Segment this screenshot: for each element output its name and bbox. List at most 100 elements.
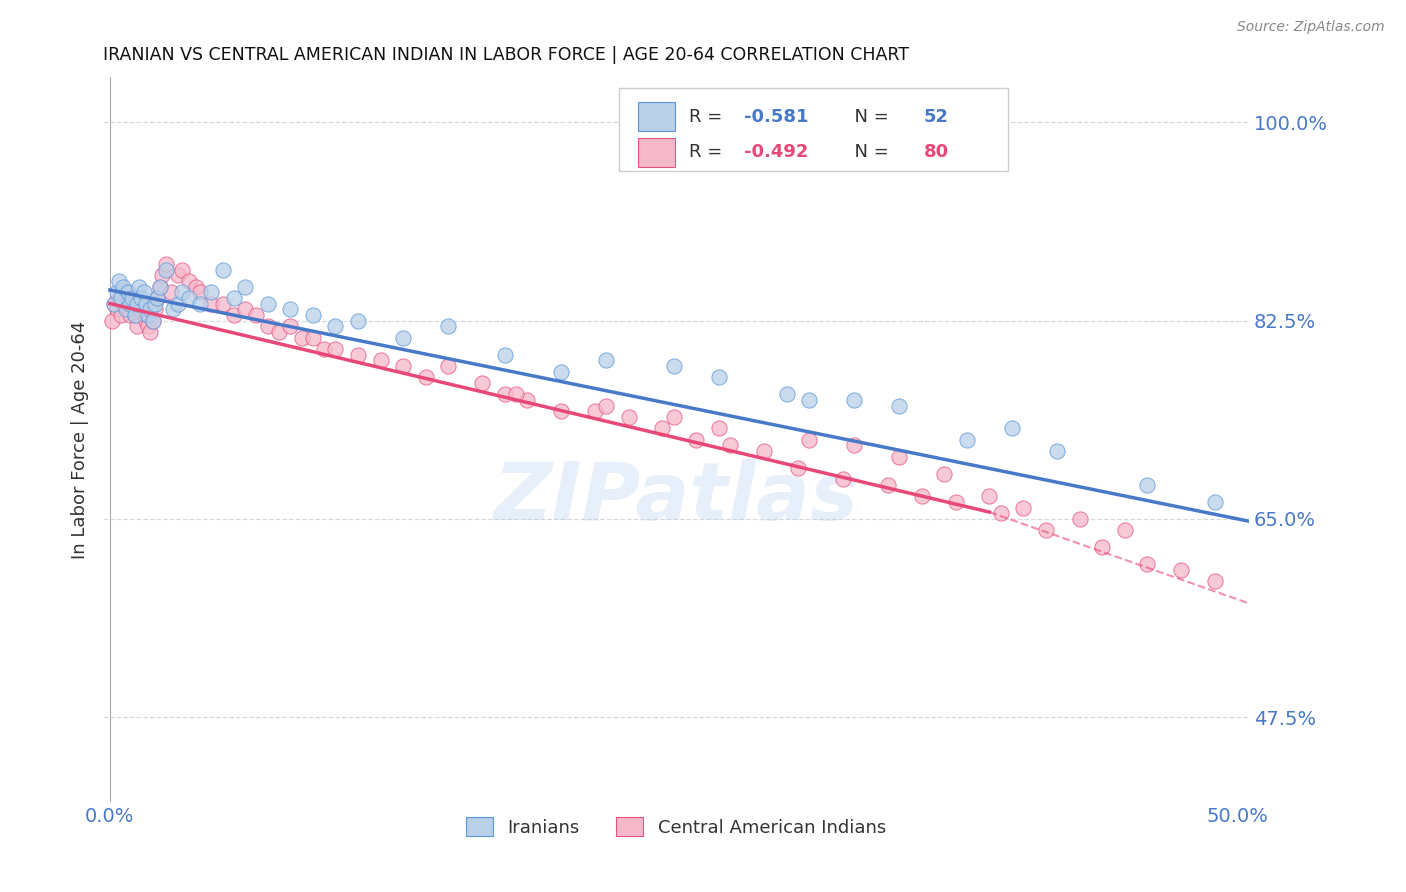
Point <box>200 296 222 310</box>
Point <box>108 274 131 288</box>
Point <box>595 399 617 413</box>
Point <box>150 268 173 283</box>
Point <box>1114 523 1136 537</box>
Bar <box>638 102 675 131</box>
Point <box>302 308 325 322</box>
Text: N =: N = <box>844 108 894 126</box>
Point <box>945 495 967 509</box>
Point <box>256 296 278 310</box>
Point <box>1204 574 1226 589</box>
Point <box>124 308 146 322</box>
Point <box>494 387 516 401</box>
Point <box>752 444 775 458</box>
Point <box>143 302 166 317</box>
Point <box>108 291 131 305</box>
Point <box>135 296 157 310</box>
Point <box>889 399 911 413</box>
Point <box>832 472 855 486</box>
Point <box>617 409 640 424</box>
Point <box>245 308 267 322</box>
Point <box>233 279 256 293</box>
Point <box>550 404 572 418</box>
Point <box>132 285 155 300</box>
Point <box>1136 478 1159 492</box>
Point <box>314 342 336 356</box>
Point <box>437 359 460 373</box>
Point <box>1136 558 1159 572</box>
Point <box>170 262 193 277</box>
Point <box>662 409 685 424</box>
Point <box>990 506 1012 520</box>
Point <box>146 291 169 305</box>
Text: R =: R = <box>689 108 727 126</box>
Text: IRANIAN VS CENTRAL AMERICAN INDIAN IN LABOR FORCE | AGE 20-64 CORRELATION CHART: IRANIAN VS CENTRAL AMERICAN INDIAN IN LA… <box>103 46 910 64</box>
Point <box>120 308 142 322</box>
Point <box>222 291 245 305</box>
Point <box>550 365 572 379</box>
Text: N =: N = <box>844 144 894 161</box>
Point <box>132 302 155 317</box>
Point <box>177 291 200 305</box>
Point <box>1046 444 1069 458</box>
Point <box>114 285 136 300</box>
Point <box>136 319 159 334</box>
Point <box>128 302 150 317</box>
Point <box>155 257 177 271</box>
Point <box>233 302 256 317</box>
Point <box>934 467 956 481</box>
Text: -0.492: -0.492 <box>744 144 808 161</box>
Point <box>131 296 153 310</box>
Point <box>1091 541 1114 555</box>
Point <box>131 291 153 305</box>
Point <box>392 359 415 373</box>
Point <box>142 313 165 327</box>
Point <box>278 319 301 334</box>
Point <box>889 450 911 464</box>
Legend: Iranians, Central American Indians: Iranians, Central American Indians <box>458 810 893 844</box>
Point <box>291 330 314 344</box>
Point <box>1204 495 1226 509</box>
Point <box>786 461 808 475</box>
Point <box>188 296 211 310</box>
Point <box>117 285 139 300</box>
Point <box>101 313 124 327</box>
Point <box>148 279 170 293</box>
Point <box>1170 563 1192 577</box>
Point <box>516 392 538 407</box>
Point <box>595 353 617 368</box>
Point <box>877 478 900 492</box>
Point <box>121 296 143 310</box>
Point <box>1035 523 1057 537</box>
Bar <box>638 138 675 167</box>
Point <box>415 370 437 384</box>
Point <box>471 376 494 390</box>
Point <box>112 279 135 293</box>
Point <box>155 262 177 277</box>
Point <box>184 279 207 293</box>
Point <box>159 285 181 300</box>
Point <box>347 348 370 362</box>
Point <box>775 387 797 401</box>
Point <box>188 285 211 300</box>
Point <box>121 291 143 305</box>
Text: 52: 52 <box>924 108 949 126</box>
Point <box>125 319 148 334</box>
Point <box>222 308 245 322</box>
Point <box>707 421 730 435</box>
Point <box>505 387 527 401</box>
Point <box>370 353 392 368</box>
FancyBboxPatch shape <box>619 87 1008 171</box>
Point <box>797 392 820 407</box>
Point <box>392 330 415 344</box>
Point <box>979 489 1001 503</box>
Point <box>124 308 146 322</box>
Point <box>162 302 184 317</box>
Point <box>651 421 673 435</box>
Point <box>844 438 866 452</box>
Point <box>256 319 278 334</box>
Point <box>662 359 685 373</box>
Point <box>494 348 516 362</box>
Y-axis label: In Labor Force | Age 20-64: In Labor Force | Age 20-64 <box>72 320 89 558</box>
Point <box>347 313 370 327</box>
Point <box>844 392 866 407</box>
